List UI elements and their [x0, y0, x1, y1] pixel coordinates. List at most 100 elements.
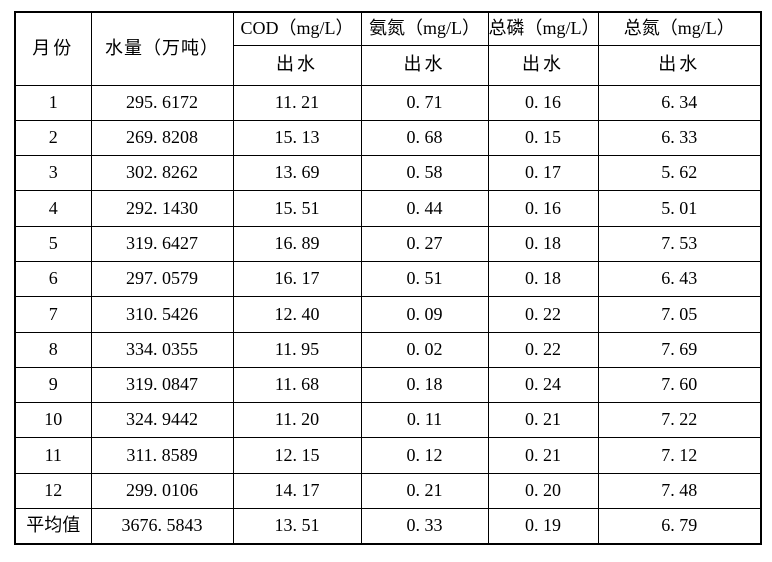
cell-total-nitrogen: 7. 05 — [597, 296, 762, 333]
cell-month: 8 — [14, 331, 92, 368]
cell-volume: 324. 9442 — [90, 402, 234, 439]
cell-month: 6 — [14, 260, 92, 298]
cell-total-phosphorus: 0. 20 — [487, 472, 599, 510]
table-row: 11 311. 8589 12. 15 0. 12 0. 21 7. 12 — [14, 437, 762, 474]
cell-volume: 295. 6172 — [90, 84, 234, 121]
header-cod: COD（mg/L） — [232, 11, 362, 46]
cell-cod: 15. 13 — [232, 119, 362, 157]
cell-cod: 14. 17 — [232, 472, 362, 510]
header-volume: 水量（万吨） — [90, 11, 234, 86]
subheader-cod-effluent: 出水 — [232, 44, 362, 86]
cell-ammonia: 0. 18 — [360, 366, 489, 404]
cell-total-phosphorus: 0. 15 — [487, 119, 599, 157]
cell-month: 10 — [14, 402, 92, 439]
cell-total-phosphorus: 0. 16 — [487, 84, 599, 121]
cell-ammonia: 0. 58 — [360, 155, 489, 192]
table-row: 2 269. 8208 15. 13 0. 68 0. 15 6. 33 — [14, 119, 762, 157]
cell-total-phosphorus: 0. 18 — [487, 260, 599, 298]
cell-total-phosphorus: 0. 22 — [487, 296, 599, 333]
cell-volume: 299. 0106 — [90, 472, 234, 510]
cell-total-nitrogen: 7. 53 — [597, 225, 762, 262]
cell-volume: 3676. 5843 — [90, 508, 234, 545]
cell-ammonia: 0. 68 — [360, 119, 489, 157]
cell-total-nitrogen: 5. 01 — [597, 190, 762, 227]
cell-cod: 11. 95 — [232, 331, 362, 368]
cell-month: 平均值 — [14, 508, 92, 545]
table-body: 1 295. 6172 11. 21 0. 71 0. 16 6. 34 2 2… — [14, 84, 762, 545]
cell-total-nitrogen: 7. 48 — [597, 472, 762, 510]
cell-cod: 12. 15 — [232, 437, 362, 474]
cell-cod: 11. 68 — [232, 366, 362, 404]
cell-cod: 11. 20 — [232, 402, 362, 439]
cell-ammonia: 0. 27 — [360, 225, 489, 262]
cell-month: 7 — [14, 296, 92, 333]
cell-cod: 12. 40 — [232, 296, 362, 333]
cell-ammonia: 0. 12 — [360, 437, 489, 474]
cell-cod: 15. 51 — [232, 190, 362, 227]
table-row: 4 292. 1430 15. 51 0. 44 0. 16 5. 01 — [14, 190, 762, 227]
cell-total-nitrogen: 6. 43 — [597, 260, 762, 298]
table-row: 1 295. 6172 11. 21 0. 71 0. 16 6. 34 — [14, 84, 762, 121]
cell-month: 1 — [14, 84, 92, 121]
header-label-row: 月份 水量（万吨） COD（mg/L） 氨氮（mg/L） 总磷（mg/L） 总氮… — [14, 11, 762, 86]
cell-volume: 319. 6427 — [90, 225, 234, 262]
cell-total-phosphorus: 0. 21 — [487, 402, 599, 439]
cell-month: 11 — [14, 437, 92, 474]
subheader-total-phosphorus-effluent: 出水 — [487, 44, 599, 86]
cell-total-nitrogen: 7. 69 — [597, 331, 762, 368]
cell-month: 2 — [14, 119, 92, 157]
table-row: 9 319. 0847 11. 68 0. 18 0. 24 7. 60 — [14, 366, 762, 404]
header-total-nitrogen: 总氮（mg/L） — [597, 11, 762, 46]
table-row: 12 299. 0106 14. 17 0. 21 0. 20 7. 48 — [14, 472, 762, 510]
cell-total-nitrogen: 6. 33 — [597, 119, 762, 157]
cell-ammonia: 0. 33 — [360, 508, 489, 545]
cell-volume: 292. 1430 — [90, 190, 234, 227]
header-total-phosphorus: 总磷（mg/L） — [487, 11, 599, 46]
cell-ammonia: 0. 02 — [360, 331, 489, 368]
cell-cod: 13. 51 — [232, 508, 362, 545]
cell-ammonia: 0. 09 — [360, 296, 489, 333]
cell-total-phosphorus: 0. 18 — [487, 225, 599, 262]
cell-total-phosphorus: 0. 17 — [487, 155, 599, 192]
cell-volume: 319. 0847 — [90, 366, 234, 404]
cell-ammonia: 0. 44 — [360, 190, 489, 227]
cell-total-nitrogen: 7. 60 — [597, 366, 762, 404]
cell-volume: 302. 8262 — [90, 155, 234, 192]
table-row: 8 334. 0355 11. 95 0. 02 0. 22 7. 69 — [14, 331, 762, 368]
header-month: 月份 — [14, 11, 92, 86]
cell-volume: 311. 8589 — [90, 437, 234, 474]
table-row: 5 319. 6427 16. 89 0. 27 0. 18 7. 53 — [14, 225, 762, 262]
cell-month: 3 — [14, 155, 92, 192]
cell-total-phosphorus: 0. 16 — [487, 190, 599, 227]
cell-total-phosphorus: 0. 19 — [487, 508, 599, 545]
cell-cod: 13. 69 — [232, 155, 362, 192]
cell-total-nitrogen: 6. 79 — [597, 508, 762, 545]
cell-volume: 334. 0355 — [90, 331, 234, 368]
cell-month: 4 — [14, 190, 92, 227]
cell-total-phosphorus: 0. 21 — [487, 437, 599, 474]
table-row: 7 310. 5426 12. 40 0. 09 0. 22 7. 05 — [14, 296, 762, 333]
header-ammonia: 氨氮（mg/L） — [360, 11, 489, 46]
cell-ammonia: 0. 71 — [360, 84, 489, 121]
cell-month: 5 — [14, 225, 92, 262]
table-header: 月份 水量（万吨） COD（mg/L） 氨氮（mg/L） 总磷（mg/L） 总氮… — [14, 11, 762, 86]
cell-volume: 269. 8208 — [90, 119, 234, 157]
table-row: 6 297. 0579 16. 17 0. 51 0. 18 6. 43 — [14, 260, 762, 298]
water-quality-table: 月份 水量（万吨） COD（mg/L） 氨氮（mg/L） 总磷（mg/L） 总氮… — [14, 11, 762, 545]
cell-cod: 11. 21 — [232, 84, 362, 121]
subheader-total-nitrogen-effluent: 出水 — [597, 44, 762, 86]
table-row: 10 324. 9442 11. 20 0. 11 0. 21 7. 22 — [14, 402, 762, 439]
cell-ammonia: 0. 21 — [360, 472, 489, 510]
table-row: 平均值 3676. 5843 13. 51 0. 33 0. 19 6. 79 — [14, 508, 762, 545]
table-row: 3 302. 8262 13. 69 0. 58 0. 17 5. 62 — [14, 155, 762, 192]
cell-cod: 16. 17 — [232, 260, 362, 298]
cell-month: 9 — [14, 366, 92, 404]
cell-total-nitrogen: 5. 62 — [597, 155, 762, 192]
cell-month: 12 — [14, 472, 92, 510]
cell-total-nitrogen: 7. 12 — [597, 437, 762, 474]
cell-cod: 16. 89 — [232, 225, 362, 262]
cell-ammonia: 0. 51 — [360, 260, 489, 298]
cell-volume: 297. 0579 — [90, 260, 234, 298]
cell-total-phosphorus: 0. 22 — [487, 331, 599, 368]
